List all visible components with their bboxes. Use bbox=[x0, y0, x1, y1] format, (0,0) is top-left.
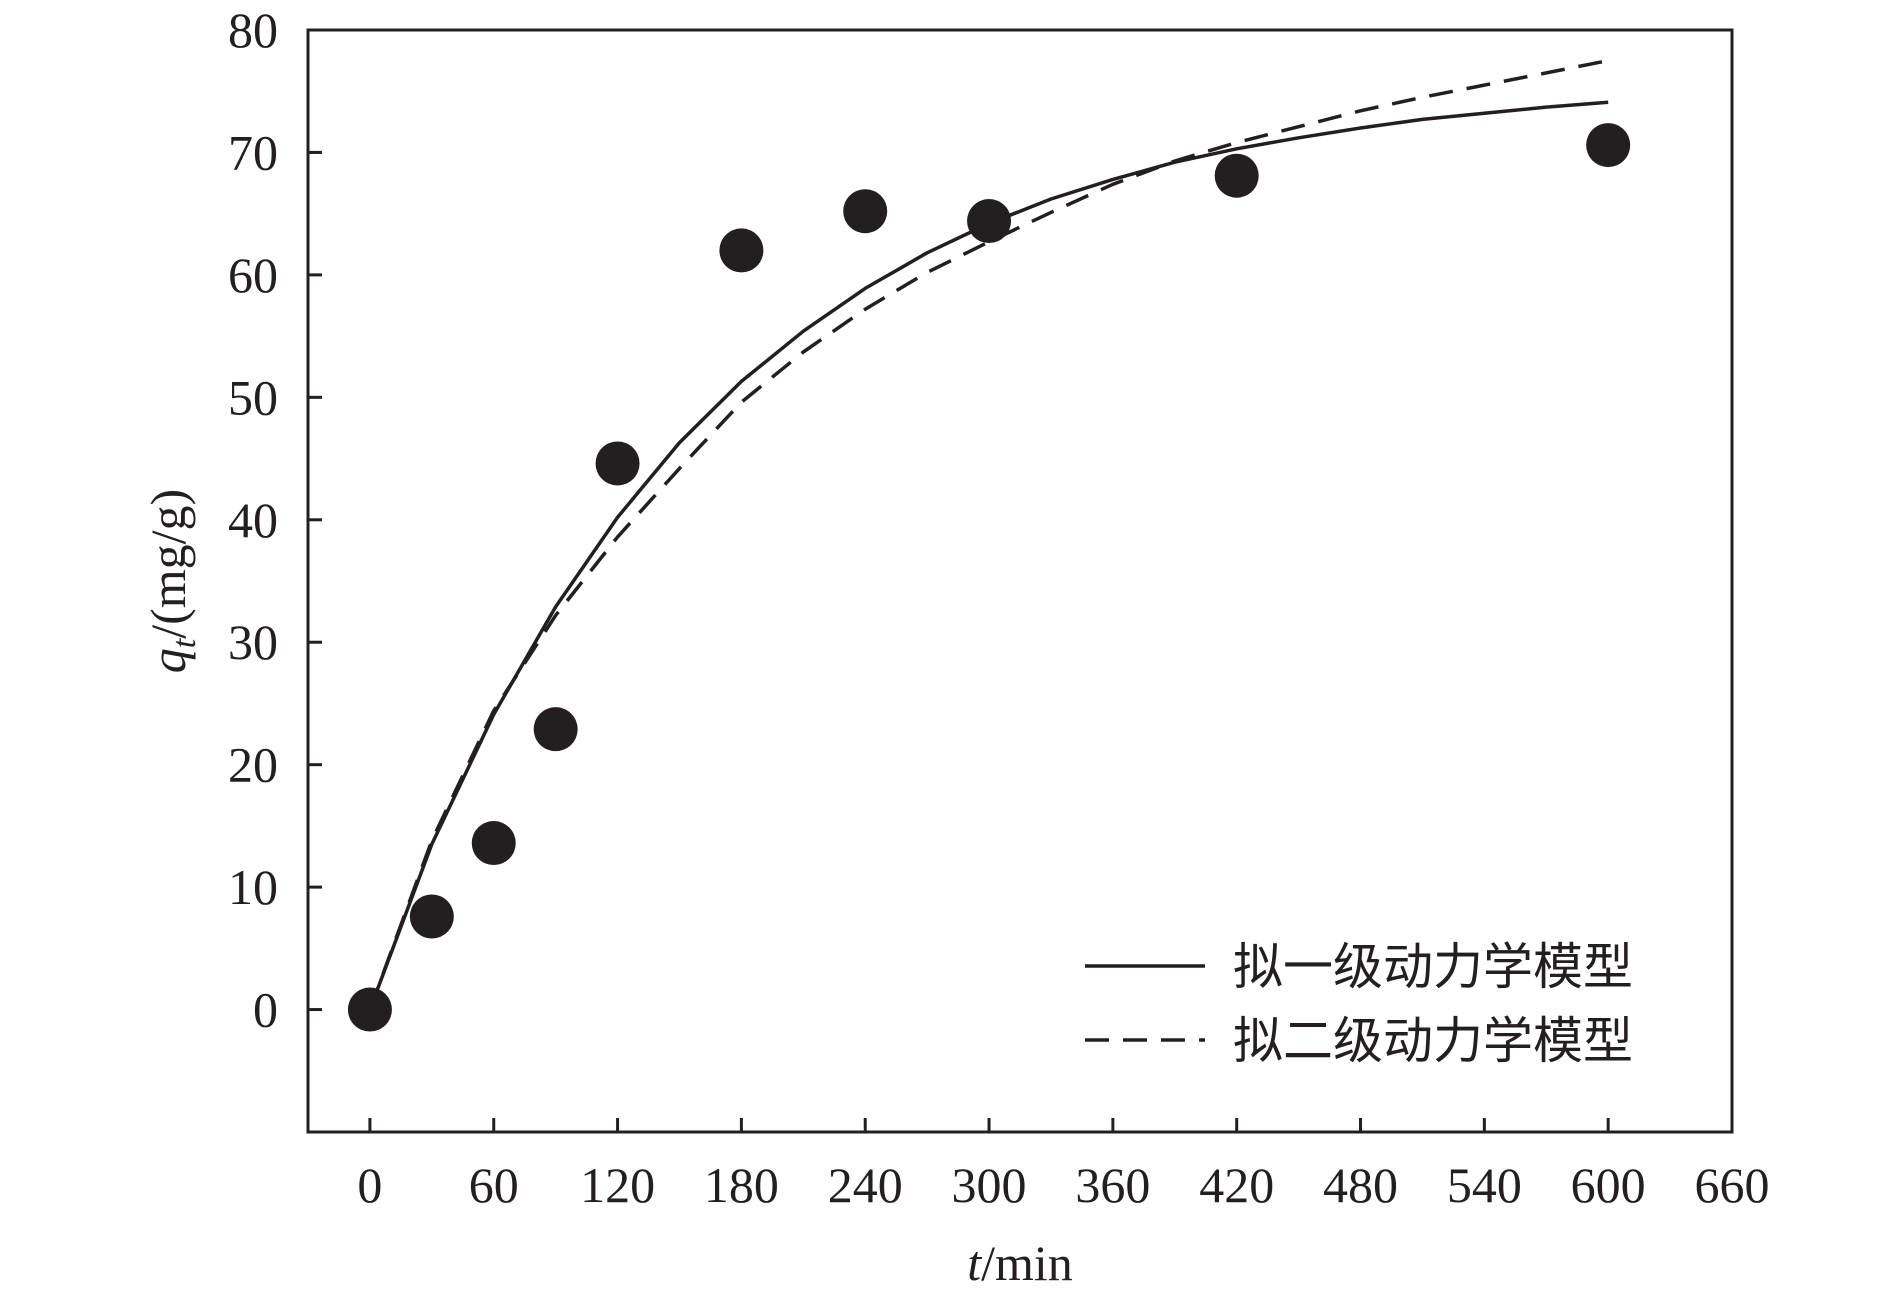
x-axis-unit: /min bbox=[981, 1235, 1073, 1291]
x-tick-label-6: 360 bbox=[1075, 1157, 1150, 1213]
x-tick-label-10: 600 bbox=[1571, 1157, 1646, 1213]
y-tick-label-1: 10 bbox=[228, 859, 278, 915]
y-tick-label-4: 40 bbox=[228, 492, 278, 548]
fit-line-second-order bbox=[368, 58, 1609, 1011]
data-point-0 bbox=[347, 987, 392, 1032]
x-tick-label-11: 660 bbox=[1695, 1157, 1770, 1213]
y-axis-var: q bbox=[140, 648, 196, 673]
legend: 拟一级动力学模型 拟二级动力学模型 bbox=[1085, 938, 1633, 1070]
x-axis-var: t bbox=[967, 1235, 982, 1291]
y-tick-label-5: 50 bbox=[228, 369, 278, 425]
y-axis-unit: /(mg/g) bbox=[140, 489, 196, 639]
y-tick-label-2: 20 bbox=[228, 737, 278, 793]
x-tick-label-8: 480 bbox=[1323, 1157, 1398, 1213]
x-ticks: 0 60 120 180 240 300 360 420 480 540 600 660 bbox=[357, 1118, 1770, 1213]
data-point-8 bbox=[1214, 153, 1259, 198]
y-tick-label-7: 70 bbox=[228, 124, 278, 180]
x-tick-label-9: 540 bbox=[1447, 1157, 1522, 1213]
data-point-7 bbox=[967, 199, 1012, 244]
x-tick-label-1: 60 bbox=[469, 1157, 519, 1213]
y-axis-sub: t bbox=[166, 637, 203, 648]
y-ticks: 0 10 20 30 40 50 60 70 80 bbox=[228, 2, 322, 1038]
legend-label-second-order: 拟二级动力学模型 bbox=[1233, 1012, 1633, 1070]
legend-label-first-order: 拟一级动力学模型 bbox=[1233, 938, 1633, 996]
data-point-5 bbox=[719, 228, 764, 273]
data-point-2 bbox=[471, 821, 516, 866]
data-point-9 bbox=[1586, 123, 1631, 168]
plot-frame bbox=[306, 28, 1734, 1134]
y-tick-label-8: 80 bbox=[228, 2, 278, 58]
x-tick-label-0: 0 bbox=[357, 1157, 382, 1213]
x-tick-label-3: 180 bbox=[704, 1157, 779, 1213]
y-tick-label-6: 60 bbox=[228, 247, 278, 303]
y-axis-title: qt/(mg/g) bbox=[140, 489, 203, 673]
data-point-6 bbox=[843, 189, 888, 234]
data-point-3 bbox=[533, 707, 578, 752]
y-tick-label-0: 0 bbox=[253, 982, 278, 1038]
x-tick-label-4: 240 bbox=[828, 1157, 903, 1213]
data-point-4 bbox=[595, 441, 640, 486]
x-tick-label-5: 300 bbox=[952, 1157, 1027, 1213]
x-tick-label-7: 420 bbox=[1199, 1157, 1274, 1213]
x-axis-title: t/min bbox=[967, 1235, 1073, 1291]
x-tick-label-2: 120 bbox=[580, 1157, 655, 1213]
data-points bbox=[347, 123, 1631, 1032]
y-tick-label-3: 30 bbox=[228, 614, 278, 670]
data-point-1 bbox=[409, 894, 454, 939]
